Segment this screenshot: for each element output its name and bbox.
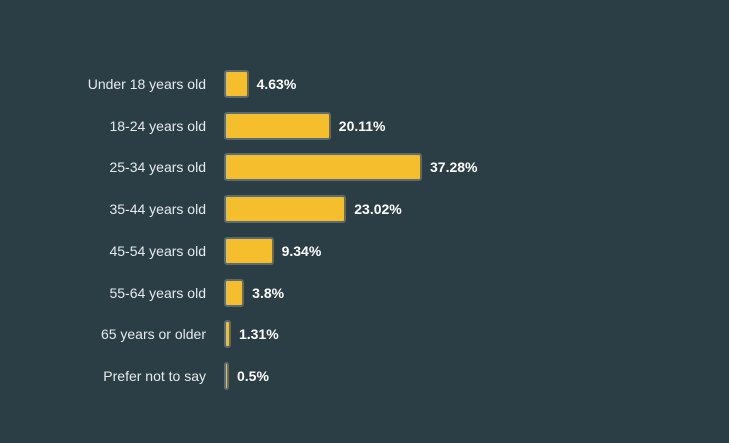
category-label: 35-44 years old	[109, 201, 206, 218]
value-label: 1.31%	[238, 326, 279, 343]
category-label: 55-64 years old	[109, 284, 206, 301]
value-label: 9.34%	[281, 242, 322, 259]
bar	[224, 236, 274, 265]
category-label: 18-24 years old	[109, 117, 206, 134]
value-label: 23.02%	[354, 201, 402, 218]
category-label: Prefer not to say	[103, 367, 206, 384]
category-label: Under 18 years old	[87, 76, 206, 92]
value-label: 4.63%	[256, 76, 297, 92]
category-label: 65 years or older	[100, 326, 206, 343]
bar	[224, 320, 231, 349]
value-label: 37.28%	[430, 159, 478, 176]
category-label: 25-34 years old	[109, 159, 206, 176]
bar	[224, 278, 245, 307]
bar	[224, 70, 249, 98]
value-label: 20.11%	[338, 117, 386, 134]
value-label: 0.5%	[237, 367, 269, 384]
bar	[224, 111, 331, 140]
bar	[224, 153, 422, 182]
value-label: 3.8%	[252, 284, 285, 301]
bar	[224, 361, 229, 390]
category-label: 45-54 years old	[109, 242, 206, 259]
bar	[224, 195, 347, 224]
